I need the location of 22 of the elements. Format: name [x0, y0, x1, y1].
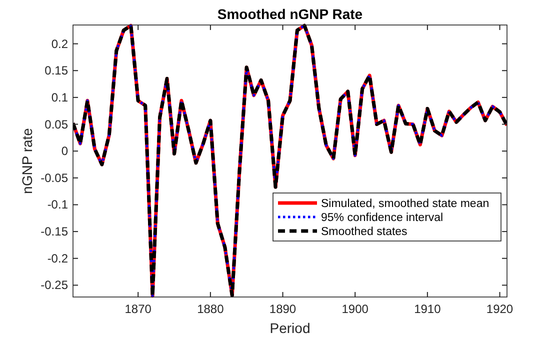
x-tick-label: 1910	[414, 302, 442, 316]
y-tick-label: 0.15	[44, 64, 68, 78]
chart-title: Smoothed nGNP Rate	[217, 6, 363, 22]
y-tick-label: -0.05	[40, 170, 68, 185]
legend-label: Simulated, smoothed state mean	[321, 198, 490, 210]
legend-label: Smoothed states	[321, 226, 408, 238]
y-tick-label: -0.25	[40, 278, 68, 292]
x-tick-label: 1880	[197, 302, 224, 316]
x-tick-label: 1900	[342, 302, 369, 316]
y-tick-label: 0.1	[51, 90, 68, 104]
y-tick-label: -0.15	[40, 224, 68, 239]
y-tick-label: 0.2	[51, 36, 68, 51]
x-tick-label: 1890	[269, 302, 296, 316]
y-axis-title: nGNP rate	[19, 128, 35, 194]
y-tick-label: -0.2	[47, 251, 68, 266]
y-tick-label: -0.1	[47, 198, 68, 212]
y-tick-label: 0.05	[44, 117, 68, 132]
y-tick-label: 0	[61, 144, 68, 158]
x-tick-label: 1920	[486, 302, 514, 316]
x-axis-title: Period	[270, 320, 310, 336]
legend-label: 95% confidence interval	[321, 212, 444, 224]
x-tick-label: 1870	[124, 302, 152, 316]
